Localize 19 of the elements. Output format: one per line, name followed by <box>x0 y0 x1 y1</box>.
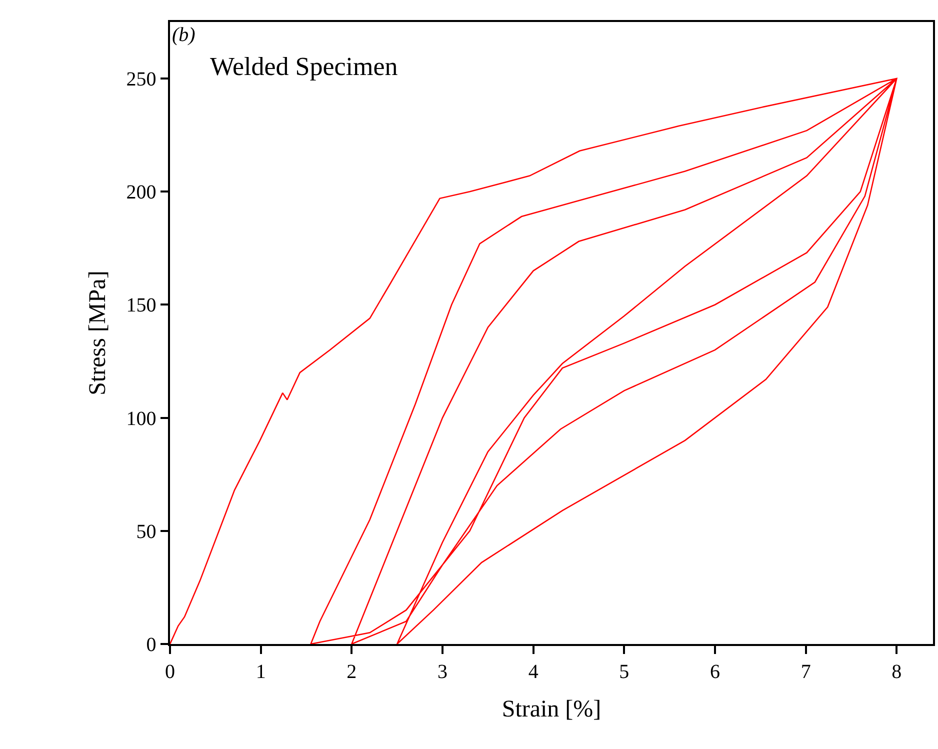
y-tick-label: 200 <box>126 182 156 204</box>
x-tick-label: 7 <box>800 660 811 683</box>
y-tick-label: 150 <box>126 294 156 317</box>
y-tick-label: 100 <box>126 408 156 430</box>
x-tick-label: 3 <box>438 660 448 683</box>
x-tick-label: 4 <box>528 660 538 683</box>
x-tick-label: 0 <box>165 660 175 683</box>
annotation: Welded Specimen <box>210 52 398 81</box>
x-tick-label: 2 <box>346 660 357 683</box>
annotation: (b) <box>172 24 196 46</box>
x-tick-label: 8 <box>892 660 902 683</box>
y-tick-label: 0 <box>146 634 156 656</box>
x-tick-label: 5 <box>619 660 630 683</box>
x-tick-label: 6 <box>710 660 720 683</box>
y-axis-title: Stress [MPa] <box>84 270 111 396</box>
x-axis-title: Strain [%] <box>502 696 602 723</box>
y-tick-label: 250 <box>126 68 156 91</box>
x-tick-label: 1 <box>256 660 266 683</box>
y-tick-label: 50 <box>136 520 156 543</box>
